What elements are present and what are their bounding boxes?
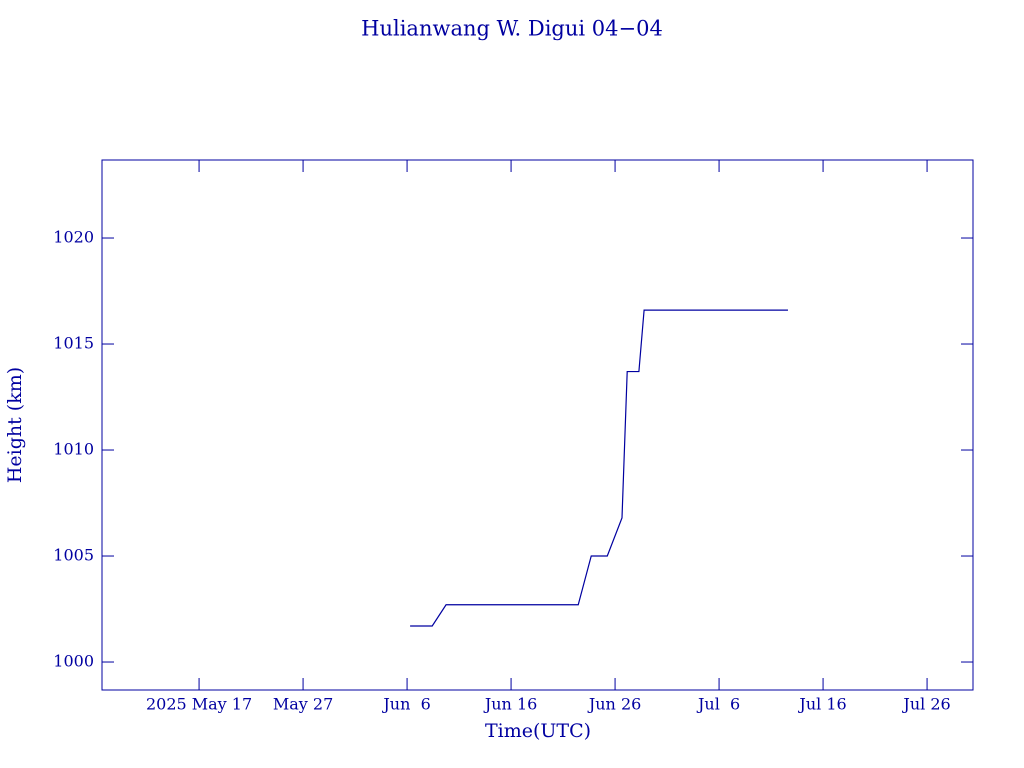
- x-tick-label: Jun 26: [587, 695, 641, 714]
- chart-title: Hulianwang W. Digui 04−04: [361, 17, 663, 41]
- x-tick-label: 2025 May 17: [146, 695, 252, 714]
- x-tick-label: May 27: [273, 695, 333, 714]
- x-tick-label: Jul 16: [797, 695, 846, 714]
- y-tick-label: 1000: [53, 652, 94, 671]
- y-tick-label: 1015: [53, 334, 94, 353]
- y-tick-label: 1020: [53, 228, 94, 247]
- x-tick-label: Jul 6: [696, 695, 740, 714]
- y-tick-label: 1005: [53, 546, 94, 565]
- x-tick-label: Jun 16: [483, 695, 537, 714]
- data-line: [410, 309, 788, 627]
- x-axis-label: Time(UTC): [485, 720, 591, 742]
- y-axis-label: Height (km): [4, 367, 26, 483]
- plot-frame: [101, 159, 974, 691]
- x-tick-label: Jun 6: [381, 695, 430, 714]
- x-tick-label: Jul 26: [901, 695, 950, 714]
- y-tick-label: 1010: [53, 440, 94, 459]
